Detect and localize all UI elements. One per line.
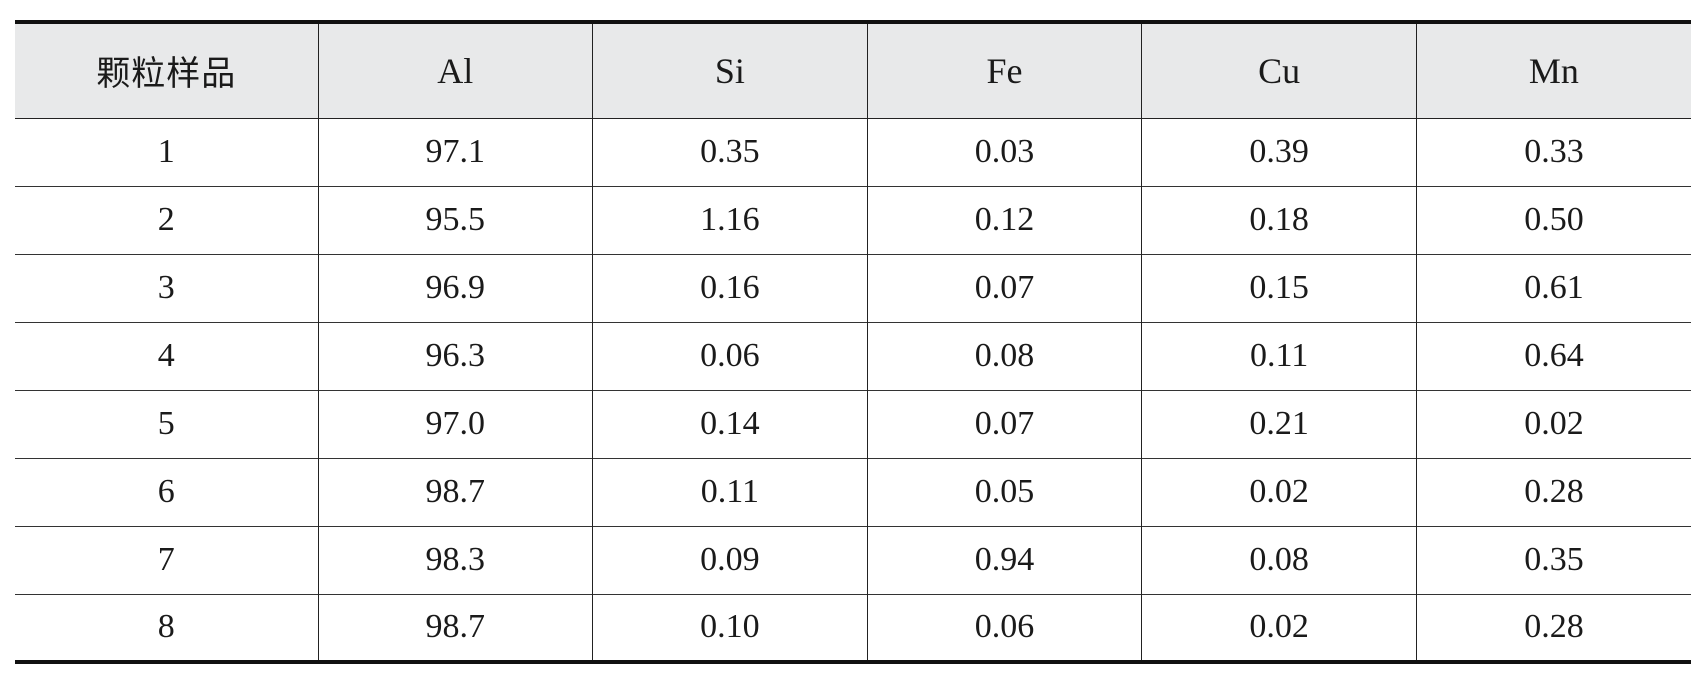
cell-mn: 0.28 — [1415, 458, 1691, 526]
cell-si: 0.09 — [592, 526, 868, 594]
cell-fe: 0.08 — [866, 322, 1142, 390]
cell-sample: 2 — [157, 201, 175, 238]
cell-si: 0.35 — [592, 118, 868, 186]
cell-cu: 0.39 — [1141, 118, 1417, 186]
cell-mn: 0.33 — [1415, 118, 1691, 186]
header-al: Al — [317, 22, 593, 118]
cell-fe: 0.94 — [866, 526, 1142, 594]
cell-si: 0.16 — [592, 254, 868, 322]
cell-mn: 0.50 — [1415, 186, 1691, 254]
table-row: 6 98.7 0.11 0.05 0.02 0.28 — [15, 458, 1691, 526]
cell-cu: 0.18 — [1141, 186, 1417, 254]
cell-si: 1.16 — [592, 186, 868, 254]
cell-sample: 7 — [157, 541, 175, 578]
cell-mn: 0.35 — [1415, 526, 1691, 594]
cell-fe: 0.03 — [866, 118, 1142, 186]
table-body: 1 97.1 0.35 0.03 0.39 0.33 2 95.5 1.16 0… — [15, 118, 1691, 662]
cell-si: 0.06 — [592, 322, 868, 390]
table-header: 颗粒样品 Al Si Fe Cu Mn — [15, 22, 1691, 118]
cell-al: 95.5 — [317, 186, 593, 254]
cell-sample: 6 — [157, 473, 175, 510]
cell-al: 97.0 — [317, 390, 593, 458]
cell-cu: 0.11 — [1141, 322, 1417, 390]
table-row: 5 97.0 0.14 0.07 0.21 0.02 — [15, 390, 1691, 458]
cell-cu: 0.15 — [1141, 254, 1417, 322]
cell-mn: 0.28 — [1415, 594, 1691, 662]
cell-fe: 0.07 — [866, 390, 1142, 458]
cell-al: 98.7 — [317, 458, 593, 526]
table-row: 1 97.1 0.35 0.03 0.39 0.33 — [15, 118, 1691, 186]
cell-sample: 4 — [157, 337, 175, 374]
table-row: 7 98.3 0.09 0.94 0.08 0.35 — [15, 526, 1691, 594]
cell-cu: 0.08 — [1141, 526, 1417, 594]
cell-al: 96.3 — [317, 322, 593, 390]
cell-sample: 1 — [157, 133, 175, 170]
cell-fe: 0.06 — [866, 594, 1142, 662]
cell-si: 0.11 — [592, 458, 868, 526]
table-row: 8 98.7 0.10 0.06 0.02 0.28 — [15, 594, 1691, 662]
header-cu: Cu — [1141, 22, 1417, 118]
cell-sample: 5 — [157, 405, 175, 442]
cell-sample: 3 — [157, 269, 175, 306]
header-si: Si — [592, 22, 868, 118]
cell-si: 0.10 — [592, 594, 868, 662]
table-row: 4 96.3 0.06 0.08 0.11 0.64 — [15, 322, 1691, 390]
cell-al: 98.7 — [317, 594, 593, 662]
cell-sample: 8 — [157, 608, 175, 646]
cell-al: 96.9 — [317, 254, 593, 322]
header-sample: 颗粒样品 — [96, 54, 237, 95]
composition-table: 颗粒样品 Al Si Fe Cu Mn 1 97.1 0.35 0.03 0.3… — [15, 20, 1691, 664]
cell-fe: 0.05 — [866, 458, 1142, 526]
cell-fe: 0.07 — [866, 254, 1142, 322]
cell-mn: 0.02 — [1415, 390, 1691, 458]
cell-cu: 0.21 — [1141, 390, 1417, 458]
header-fe: Fe — [866, 22, 1142, 118]
cell-al: 98.3 — [317, 526, 593, 594]
cell-mn: 0.61 — [1415, 254, 1691, 322]
cell-cu: 0.02 — [1141, 594, 1417, 662]
table-row: 2 95.5 1.16 0.12 0.18 0.50 — [15, 186, 1691, 254]
cell-si: 0.14 — [592, 390, 868, 458]
header-mn: Mn — [1415, 22, 1691, 118]
cell-cu: 0.02 — [1141, 458, 1417, 526]
table-row: 3 96.9 0.16 0.07 0.15 0.61 — [15, 254, 1691, 322]
composition-table-container: 颗粒样品 Al Si Fe Cu Mn 1 97.1 0.35 0.03 0.3… — [15, 20, 1691, 664]
cell-fe: 0.12 — [866, 186, 1142, 254]
header-row: 颗粒样品 Al Si Fe Cu Mn — [15, 22, 1691, 118]
cell-al: 97.1 — [317, 118, 593, 186]
cell-mn: 0.64 — [1415, 322, 1691, 390]
